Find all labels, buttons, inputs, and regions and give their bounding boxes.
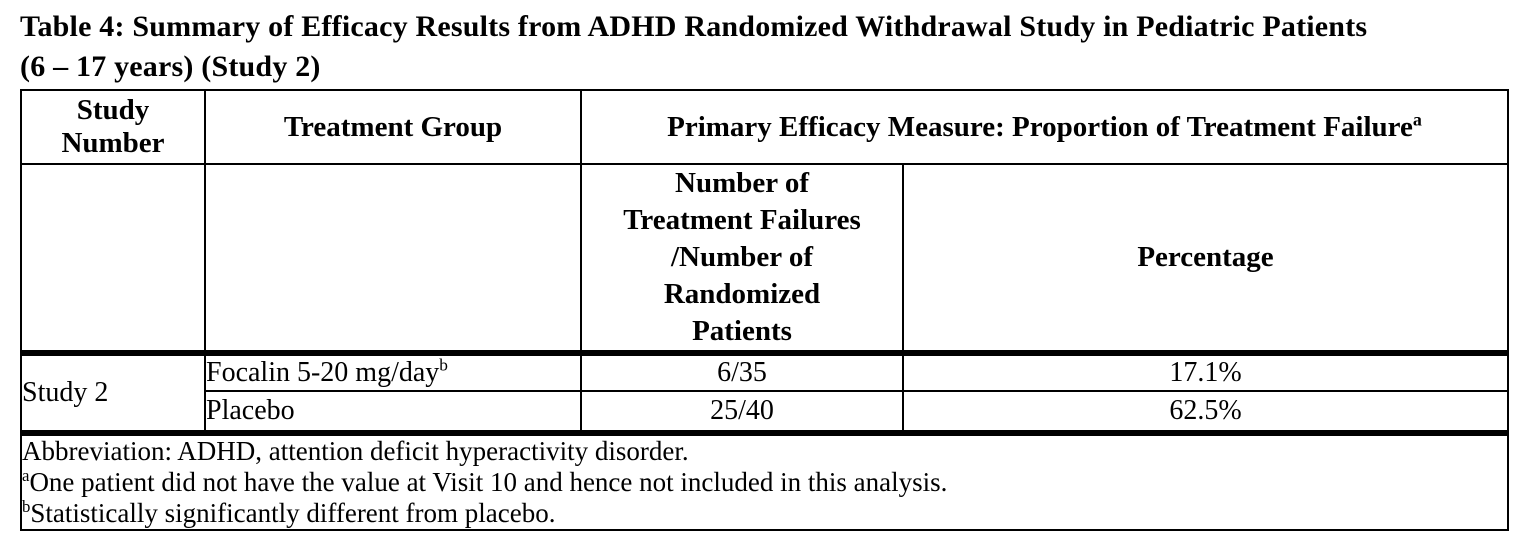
header-primary-measure: Primary Efficacy Measure: Proportion of … xyxy=(580,89,1509,165)
efficacy-results-table: Study Number Treatment Group Primary Eff… xyxy=(20,89,1509,531)
header-primary-measure-text: Primary Efficacy Measure: Proportion of … xyxy=(667,110,1413,143)
table-title-line-1: Table 4: Summary of Efficacy Results fro… xyxy=(20,10,1368,43)
footnotes-block: Abbreviation: ADHD, attention deficit hy… xyxy=(20,430,1509,531)
cell-study-number: Study 2 xyxy=(20,350,206,434)
cell-group-placebo-text: Placebo xyxy=(206,395,295,426)
table-row-focalin: Study 2 Focalin 5-20 mg/dayb 6/35 17.1% xyxy=(20,350,1509,434)
subheader-failures-line-5: Patients xyxy=(692,315,792,347)
footnote-a: aOne patient did not have the value at V… xyxy=(22,467,1507,498)
footnote-2-marker: a xyxy=(22,466,30,485)
cell-group-placebo: Placebo xyxy=(204,390,582,434)
cell-group-focalin: Focalin 5-20 mg/dayb xyxy=(204,350,582,392)
subheader-failures: Number of Treatment Failures /Number of … xyxy=(580,163,904,354)
cell-percentage-placebo: 62.5% xyxy=(902,390,1509,434)
footnote-abbreviation: Abbreviation: ADHD, attention deficit hy… xyxy=(22,436,1507,467)
footnote-marker-b: b xyxy=(439,355,448,375)
header-row: Study Number Treatment Group Primary Eff… xyxy=(20,89,1509,165)
cell-percentage-focalin: 17.1% xyxy=(902,350,1509,392)
footnote-3-text: Statistically significantly different fr… xyxy=(30,498,556,528)
cell-failures-placebo: 25/40 xyxy=(580,390,904,434)
subheader-percentage: Percentage xyxy=(902,163,1509,354)
footnote-marker-a: a xyxy=(1412,108,1422,129)
table-title-line-2: (6 – 17 years) (Study 2) xyxy=(20,50,321,83)
subheader-row: Number of Treatment Failures /Number of … xyxy=(20,163,1509,354)
footnote-row: Abbreviation: ADHD, attention deficit hy… xyxy=(20,430,1509,531)
footnote-2-text: One patient did not have the value at Vi… xyxy=(29,467,948,497)
empty-cell-study-number xyxy=(20,163,206,354)
cell-failures-focalin: 6/35 xyxy=(580,350,904,392)
subheader-failures-line-1: Number of xyxy=(675,167,809,199)
table-row-placebo: Placebo 25/40 62.5% xyxy=(21,390,1509,434)
subheader-failures-line-2: Treatment Failures xyxy=(623,204,861,236)
footnote-b: bStatistically significantly different f… xyxy=(22,498,1507,529)
empty-cell-treatment-group xyxy=(204,163,582,354)
subheader-failures-line-4: Randomized xyxy=(663,278,821,310)
footnote-3-marker: b xyxy=(22,497,31,516)
table-title: Table 4: Summary of Efficacy Results fro… xyxy=(20,7,1507,87)
footnote-1-text: Abbreviation: ADHD, attention deficit hy… xyxy=(22,436,689,466)
header-study-number: Study Number xyxy=(20,89,206,165)
header-treatment-group: Treatment Group xyxy=(204,89,582,165)
subheader-failures-line-3: /Number of xyxy=(670,241,814,273)
cell-group-focalin-text: Focalin 5-20 mg/day xyxy=(206,357,440,388)
